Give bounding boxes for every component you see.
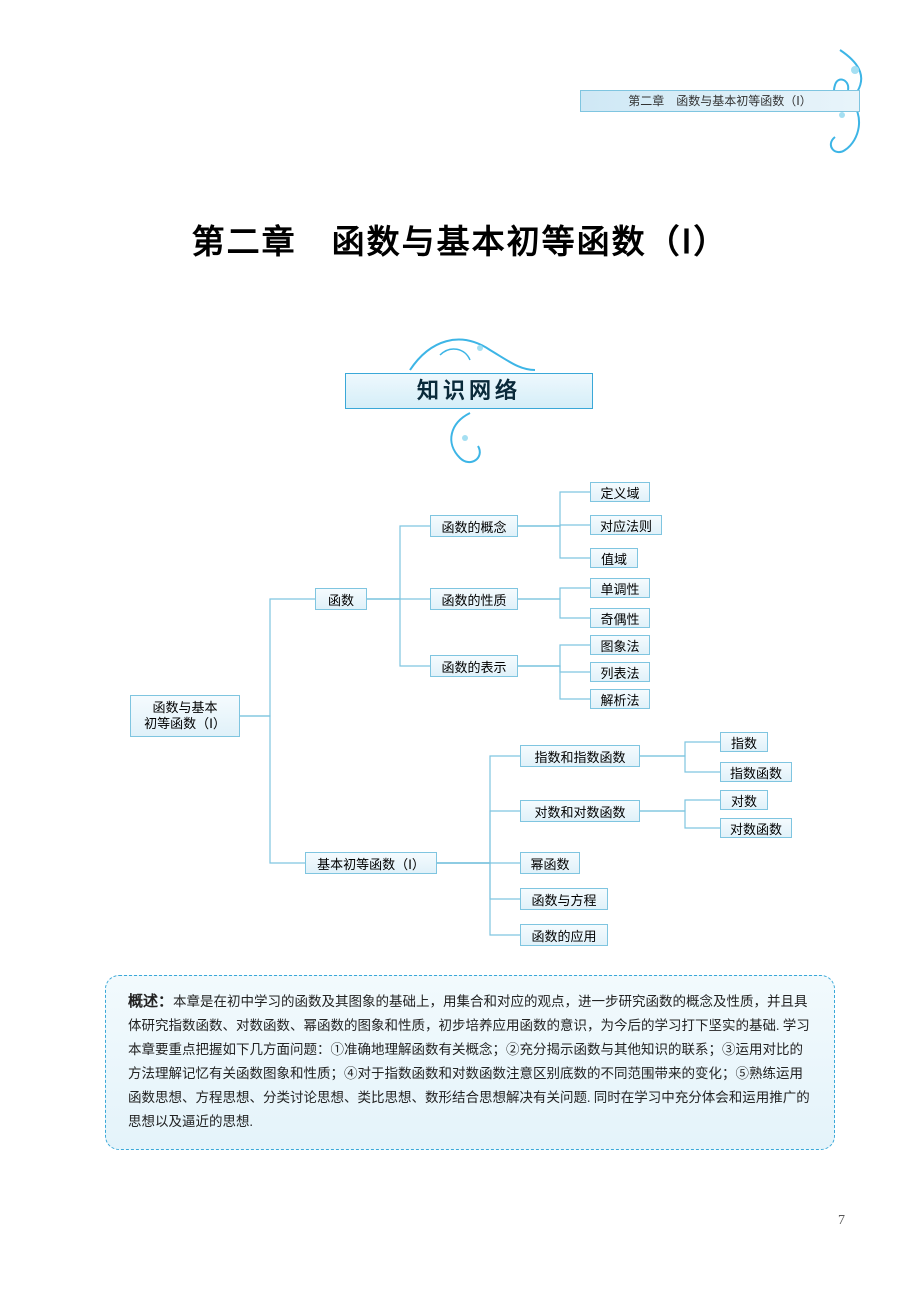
chapter-title: 第二章 函数与基本初等函数（Ⅰ） xyxy=(0,215,920,263)
tree-node-jox: 奇偶性 xyxy=(590,608,650,628)
summary-text: 本章是在初中学习的函数及其图象的基础上，用集合和对应的观点，进一步研究函数的概念… xyxy=(128,994,810,1129)
tree-node-root: 函数与基本初等函数（Ⅰ） xyxy=(130,695,240,737)
tree-node-xingzhi: 函数的性质 xyxy=(430,588,518,610)
header-text: 第二章 函数与基本初等函数（Ⅰ） xyxy=(628,94,812,108)
tree-node-ddx: 单调性 xyxy=(590,578,650,598)
knowledge-tree-diagram: 函数与基本初等函数（Ⅰ） 函数基本初等函数（Ⅰ） 函数的概念函数的性质函数的表示 定义… xyxy=(100,470,900,960)
flourish-section-bottom xyxy=(430,408,510,468)
flourish-section-top xyxy=(400,320,540,380)
tree-node-zszsf: 指数和指数函数 xyxy=(520,745,640,767)
tree-node-dyfz: 对应法则 xyxy=(590,515,662,535)
tree-node-dshs: 对数函数 xyxy=(720,818,792,838)
tree-node-dyy: 定义域 xyxy=(590,482,650,502)
tree-node-ds: 对数 xyxy=(720,790,768,810)
page-number: 7 xyxy=(838,1213,845,1229)
tree-node-lbf: 列表法 xyxy=(590,662,650,682)
tree-node-biaoshi: 函数的表示 xyxy=(430,655,518,677)
tree-node-hsfc: 函数与方程 xyxy=(520,888,608,910)
summary-box: 概述：本章是在初中学习的函数及其图象的基础上，用集合和对应的观点，进一步研究函数… xyxy=(105,975,835,1150)
tree-node-txf: 图象法 xyxy=(590,635,650,655)
tree-node-zs: 指数 xyxy=(720,732,768,752)
tree-node-zhy: 值域 xyxy=(590,548,638,568)
section-label: 知识网络 xyxy=(417,378,521,403)
tree-node-jiben: 基本初等函数（Ⅰ） xyxy=(305,852,437,874)
tree-node-zshs: 指数函数 xyxy=(720,762,792,782)
tree-node-dsdsf: 对数和对数函数 xyxy=(520,800,640,822)
tree-node-gainian: 函数的概念 xyxy=(430,515,518,537)
tree-node-hanshu: 函数 xyxy=(315,588,367,610)
header-chapter-bar: 第二章 函数与基本初等函数（Ⅰ） xyxy=(580,90,860,112)
tree-node-mihs: 幂函数 xyxy=(520,852,580,874)
tree-node-jxf: 解析法 xyxy=(590,689,650,709)
section-label-box: 知识网络 xyxy=(345,373,593,409)
tree-node-hsyy: 函数的应用 xyxy=(520,924,608,946)
summary-lead: 概述： xyxy=(128,993,173,1010)
